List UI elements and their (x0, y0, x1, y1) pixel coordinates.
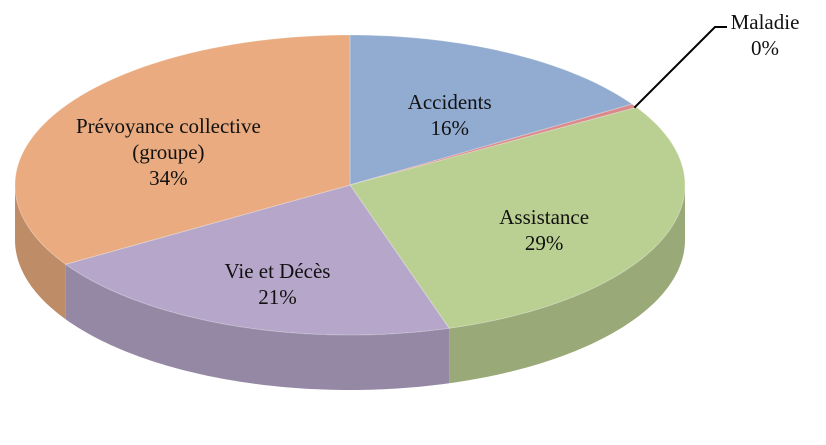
value-label: 0% (751, 36, 779, 60)
slice (349, 106, 686, 329)
data-label: Accidents 16% (350, 89, 550, 141)
data-label: Maladie 0% (665, 9, 826, 61)
slice-side (65, 264, 450, 390)
slice-side (449, 185, 685, 384)
data-label: Vie et Décès 21% (177, 258, 377, 310)
value-label: 16% (430, 116, 469, 141)
slice (64, 184, 451, 336)
category-label: Maladie (730, 10, 800, 34)
category-label: Assistance (499, 205, 590, 230)
slice (14, 34, 351, 265)
category-label: Accidents (407, 90, 492, 115)
data-label: Assistance 29% (444, 204, 644, 256)
category-label: Vie et Décès (224, 259, 331, 284)
value-label: 29% (524, 231, 564, 256)
slice (349, 34, 634, 186)
leader-line (633, 26, 727, 109)
category-label: Prévoyance collective (groupe) (75, 113, 261, 164)
data-label: Prévoyance collective (groupe) 34% (68, 113, 268, 191)
value-label: 21% (258, 285, 297, 310)
slice-side (15, 185, 66, 320)
value-label: 34% (149, 165, 188, 190)
